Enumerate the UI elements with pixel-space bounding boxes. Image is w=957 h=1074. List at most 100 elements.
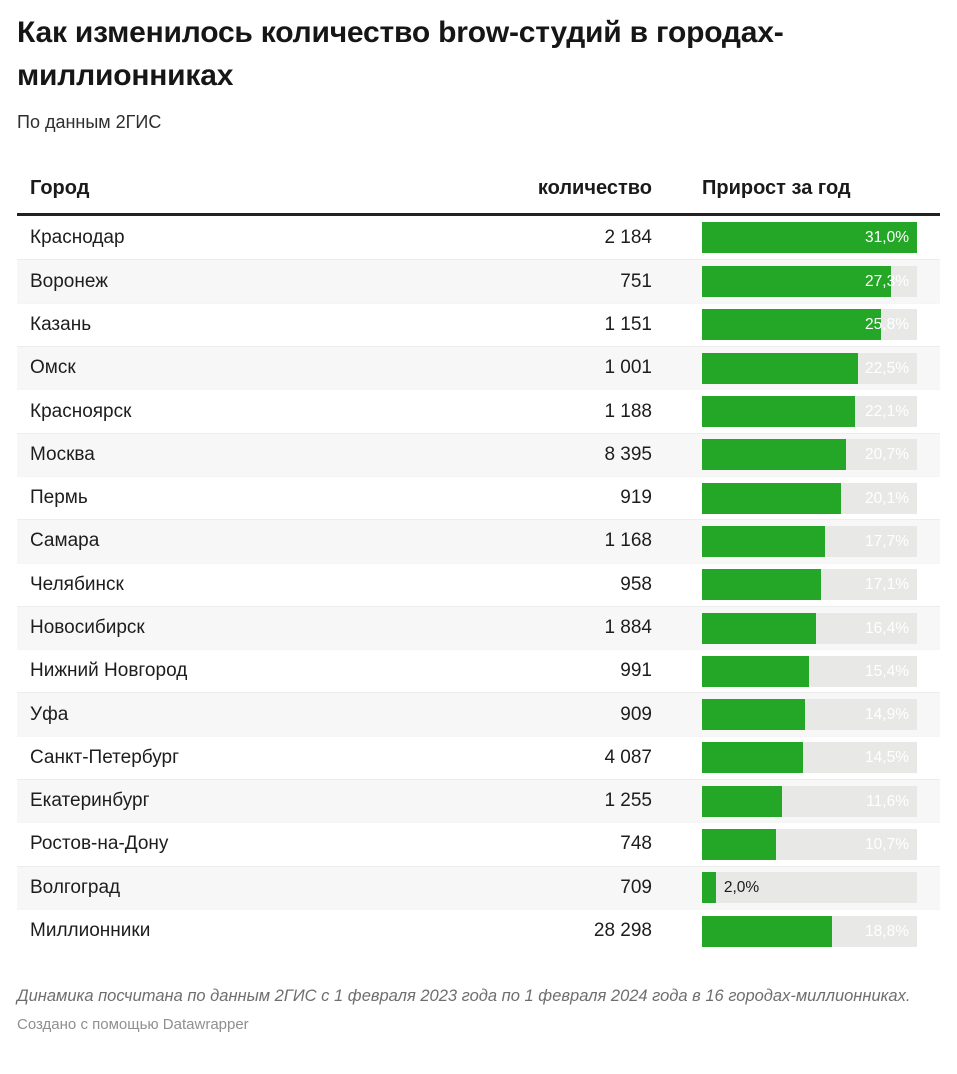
growth-bar-label: 25,8% xyxy=(865,316,909,334)
growth-bar-label: 2,0% xyxy=(723,879,760,897)
growth-bar-track: 20,1% xyxy=(702,482,917,514)
count-cell: 1 188 xyxy=(604,400,652,422)
growth-bar-fill xyxy=(702,699,806,731)
city-cell: Волгоград xyxy=(30,876,121,898)
growth-bar-track: 17,1% xyxy=(702,569,917,601)
growth-cell: 14,5% xyxy=(702,742,917,774)
growth-cell: 22,1% xyxy=(702,396,917,428)
table-row: Самара 1 168 17,7% xyxy=(17,519,940,563)
count-cell: 709 xyxy=(620,876,652,898)
growth-bar-label: 22,5% xyxy=(865,359,909,377)
count-cell: 4 087 xyxy=(604,746,652,768)
growth-bar-fill xyxy=(702,872,716,904)
table-row: Воронеж 751 27,3% xyxy=(17,259,940,303)
table-row: Новосибирск 1 884 16,4% xyxy=(17,605,940,650)
column-header-growth: Прирост за год xyxy=(702,177,851,200)
city-cell: Москва xyxy=(30,443,95,465)
city-cell: Ростов-на-Дону xyxy=(30,833,169,855)
growth-bar-fill xyxy=(702,569,821,601)
growth-bar-track: 20,7% xyxy=(702,439,917,471)
growth-bar-label: 10,7% xyxy=(865,835,909,853)
growth-bar-label: 14,9% xyxy=(865,706,909,724)
footnote: Динамика посчитана по данным 2ГИС с 1 фе… xyxy=(17,987,911,1006)
growth-cell: 17,7% xyxy=(702,525,917,557)
count-cell: 748 xyxy=(620,833,652,855)
city-cell: Уфа xyxy=(30,703,69,725)
growth-bar-track: 22,1% xyxy=(702,396,917,428)
table-row: Уфа 909 14,9% xyxy=(17,692,940,736)
city-cell: Новосибирск xyxy=(30,617,145,638)
count-cell: 751 xyxy=(620,270,652,292)
table-row: Санкт-Петербург 4 087 14,5% xyxy=(17,735,940,779)
city-cell: Екатеринбург xyxy=(30,790,150,812)
growth-cell: 2,0% xyxy=(702,872,917,904)
column-header-city: Город xyxy=(30,177,90,200)
growth-bar-label: 16,4% xyxy=(865,619,909,637)
chart-title: Как изменилось количество brow-студий в … xyxy=(17,16,784,92)
city-cell: Миллионники xyxy=(30,920,151,942)
growth-cell: 31,0% xyxy=(702,222,917,254)
city-cell: Казань xyxy=(30,313,92,335)
data-table: Город количество Прирост за год Краснода… xyxy=(17,177,940,952)
table-row: Казань 1 151 25,8% xyxy=(17,302,940,346)
count-cell: 919 xyxy=(620,487,652,509)
city-cell: Санкт-Петербург xyxy=(30,746,180,768)
growth-bar-track: 14,5% xyxy=(702,742,917,774)
count-cell: 8 395 xyxy=(604,443,652,465)
chart-container: Как изменилось количество brow-студий в … xyxy=(17,16,940,1033)
count-cell: 958 xyxy=(620,573,652,595)
count-cell: 1 255 xyxy=(604,790,652,812)
growth-bar-fill xyxy=(702,655,809,687)
count-cell: 1 884 xyxy=(604,617,652,638)
table-row: Миллионники 28 298 18,8% xyxy=(17,908,940,952)
city-cell: Красноярск xyxy=(30,400,132,422)
growth-bar-fill xyxy=(702,525,825,557)
table-row: Краснодар 2 184 31,0% xyxy=(17,216,940,259)
growth-bar-label: 20,7% xyxy=(865,446,909,464)
growth-bar-track: 2,0% xyxy=(702,872,917,904)
growth-bar-track: 16,4% xyxy=(702,612,917,644)
growth-bar-fill xyxy=(702,828,777,860)
growth-bar-track: 14,9% xyxy=(702,699,917,731)
growth-bar-fill xyxy=(702,439,846,471)
growth-cell: 15,4% xyxy=(702,655,917,687)
count-cell: 28 298 xyxy=(593,920,652,942)
growth-bar-label: 22,1% xyxy=(865,403,909,421)
city-cell: Челябинск xyxy=(30,573,124,595)
city-cell: Пермь xyxy=(30,487,88,509)
growth-bar-track: 22,5% xyxy=(702,352,917,384)
growth-bar-label: 15,4% xyxy=(865,662,909,680)
growth-bar-track: 11,6% xyxy=(702,785,917,817)
table-body: Краснодар 2 184 31,0% Воронеж 751 27,3% … xyxy=(17,216,940,952)
count-cell: 1 168 xyxy=(604,530,652,552)
growth-bar-fill xyxy=(702,482,842,514)
growth-cell: 18,8% xyxy=(702,915,917,947)
growth-bar-label: 18,8% xyxy=(865,922,909,940)
table-row: Пермь 919 20,1% xyxy=(17,475,940,519)
credit-line: Создано с помощью Datawrapper xyxy=(17,1015,249,1033)
growth-bar-fill xyxy=(702,266,892,298)
growth-cell: 20,1% xyxy=(702,482,917,514)
growth-bar-label: 11,6% xyxy=(866,792,909,810)
table-row: Ростов-на-Дону 748 10,7% xyxy=(17,822,940,865)
growth-bar-fill xyxy=(702,785,783,817)
count-cell: 909 xyxy=(620,703,652,725)
table-row: Челябинск 958 17,1% xyxy=(17,562,940,606)
table-row: Омск 1 001 22,5% xyxy=(17,346,940,390)
count-cell: 1 151 xyxy=(604,313,652,335)
count-cell: 1 001 xyxy=(604,357,652,379)
growth-bar-label: 17,7% xyxy=(865,532,909,550)
table-header-row: Город количество Прирост за год xyxy=(17,177,940,217)
growth-bar-label: 17,1% xyxy=(865,576,909,594)
growth-cell: 27,3% xyxy=(702,266,917,298)
growth-bar-track: 17,7% xyxy=(702,525,917,557)
table-row: Нижний Новгород 991 15,4% xyxy=(17,649,940,692)
growth-bar-track: 31,0% xyxy=(702,222,917,254)
table-row: Волгоград 709 2,0% xyxy=(17,865,940,909)
growth-bar-fill xyxy=(702,612,816,644)
growth-bar-fill xyxy=(702,352,859,384)
count-cell: 991 xyxy=(620,660,652,682)
growth-cell: 22,5% xyxy=(702,352,917,384)
growth-cell: 16,4% xyxy=(702,612,917,644)
table-row: Москва 8 395 20,7% xyxy=(17,432,940,476)
